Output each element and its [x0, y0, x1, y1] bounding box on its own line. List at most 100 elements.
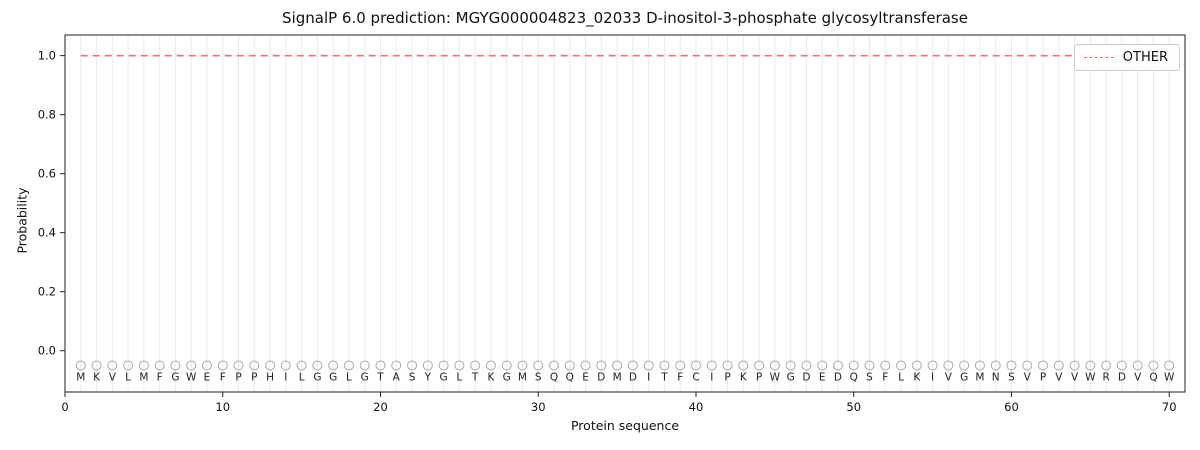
residue-marker — [943, 360, 954, 371]
x-tick-label: 0 — [61, 400, 68, 414]
residue-letter: Q — [550, 371, 558, 383]
residue-marker — [217, 360, 228, 371]
x-tick-label: 70 — [1162, 400, 1177, 414]
residue-marker — [343, 360, 354, 371]
residue-letter: I — [284, 371, 287, 383]
y-tick-label: 0.2 — [38, 285, 56, 299]
y-tick-label: 0.8 — [38, 108, 56, 122]
residue-marker — [75, 360, 86, 371]
residue-letter: W — [186, 371, 197, 383]
x-tick-label: 60 — [1004, 400, 1019, 414]
residue-letter: R — [1102, 371, 1109, 383]
residue-letter: N — [992, 371, 1000, 383]
residue-marker — [596, 360, 607, 371]
y-tick-label: 0.4 — [38, 226, 56, 240]
residue-marker — [1069, 360, 1080, 371]
x-tick-label: 30 — [531, 400, 546, 414]
residue-letter: Q — [1149, 371, 1157, 383]
residue-letter: S — [866, 371, 873, 383]
residue-letter: D — [597, 371, 605, 383]
residue-letter: A — [393, 371, 401, 383]
residue-letter: I — [931, 371, 934, 383]
residue-letter: D — [1118, 371, 1126, 383]
residue-marker — [280, 360, 291, 371]
residue-marker — [454, 360, 465, 371]
residue-marker — [706, 360, 717, 371]
residue-marker — [233, 360, 244, 371]
residue-marker — [123, 360, 134, 371]
x-tick-label: 40 — [689, 400, 704, 414]
residue-marker — [564, 360, 575, 371]
residue-marker — [438, 360, 449, 371]
residue-letter: Y — [424, 371, 432, 383]
residue-marker — [533, 360, 544, 371]
residue-letter: T — [376, 371, 384, 383]
residue-letter: P — [1040, 371, 1046, 383]
residue-marker — [722, 360, 733, 371]
residue-marker — [186, 360, 197, 371]
residue-marker — [1148, 360, 1159, 371]
residue-letter: Q — [566, 371, 574, 383]
residue-letter: H — [266, 371, 274, 383]
residue-marker — [1085, 360, 1096, 371]
residue-letter: K — [93, 371, 101, 383]
residue-marker — [138, 360, 149, 371]
residue-marker — [296, 360, 307, 371]
residue-letter: S — [1008, 371, 1015, 383]
residue-letter: P — [724, 371, 730, 383]
residue-marker — [896, 360, 907, 371]
residue-marker — [911, 360, 922, 371]
residue-letter: M — [518, 371, 527, 383]
y-tick-label: 0.0 — [38, 344, 56, 358]
residue-marker — [249, 360, 260, 371]
residue-marker — [485, 360, 496, 371]
residue-letter: D — [834, 371, 842, 383]
residue-marker — [154, 360, 165, 371]
residue-letter: P — [756, 371, 762, 383]
residue-marker — [1022, 360, 1033, 371]
residue-letter: V — [109, 371, 117, 383]
residue-letter: K — [487, 371, 495, 383]
residue-marker — [1116, 360, 1127, 371]
residue-letter: V — [1134, 371, 1142, 383]
residue-marker — [848, 360, 859, 371]
residue-marker — [91, 360, 102, 371]
residue-letter: D — [802, 371, 810, 383]
residue-letter: V — [945, 371, 953, 383]
residue-marker — [627, 360, 638, 371]
residue-marker — [1101, 360, 1112, 371]
residue-letter: M — [613, 371, 622, 383]
residue-marker — [801, 360, 812, 371]
residue-letter: E — [582, 371, 589, 383]
residue-marker — [927, 360, 938, 371]
residue-letter: V — [1071, 371, 1079, 383]
residue-letter: Q — [850, 371, 858, 383]
residue-letter: W — [770, 371, 781, 383]
residue-marker — [422, 360, 433, 371]
residue-marker — [769, 360, 780, 371]
residue-marker — [832, 360, 843, 371]
residue-marker — [1038, 360, 1049, 371]
residue-marker — [517, 360, 528, 371]
residue-marker — [1053, 360, 1064, 371]
residue-letter: G — [329, 371, 337, 383]
residue-marker — [738, 360, 749, 371]
residue-marker — [265, 360, 276, 371]
residue-letter: S — [409, 371, 416, 383]
legend-entry-other: OTHER — [1122, 50, 1168, 65]
residue-letter: M — [76, 371, 85, 383]
residue-marker — [785, 360, 796, 371]
residue-letter: K — [913, 371, 921, 383]
residue-marker — [1164, 360, 1175, 371]
residue-letter: M — [975, 371, 984, 383]
legend: OTHER — [1073, 44, 1180, 71]
residue-letter: G — [313, 371, 321, 383]
residue-marker — [959, 360, 970, 371]
residue-marker — [549, 360, 560, 371]
residue-letter: I — [710, 371, 713, 383]
residue-marker — [659, 360, 670, 371]
residue-letter: E — [819, 371, 826, 383]
legend-dashed-line-icon — [1083, 57, 1114, 58]
residue-marker — [375, 360, 386, 371]
